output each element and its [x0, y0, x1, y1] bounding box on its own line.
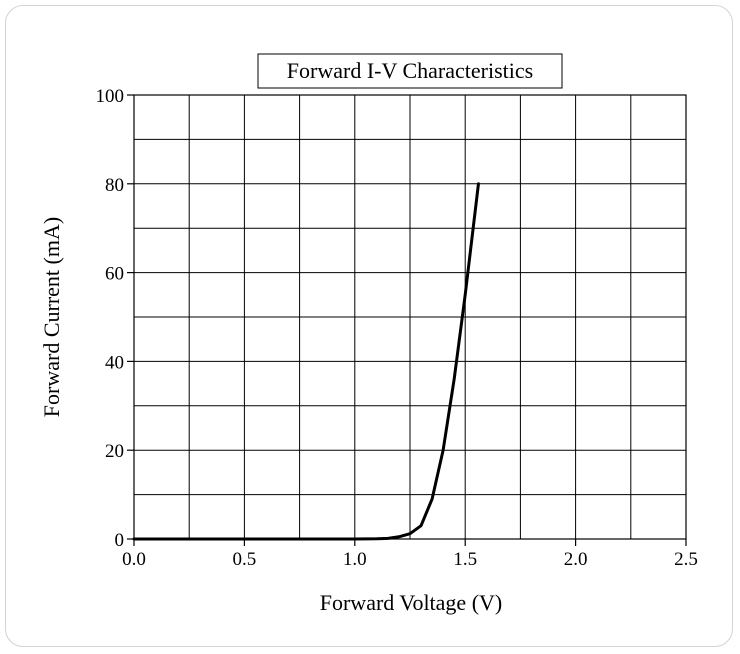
y-tick-label: 100	[96, 86, 125, 107]
series-line	[132, 182, 480, 541]
chart-title-box	[257, 53, 563, 89]
y-tick-label: 80	[105, 175, 124, 196]
chart-title: Forward I-V Characteristics	[287, 58, 533, 83]
x-axis-title: Forward Voltage (V)	[320, 590, 503, 615]
x-tick-label: 2.5	[674, 549, 698, 570]
x-tick-labels: 0.0 0.5 1.0 1.5 2.0 2.5	[122, 549, 698, 570]
y-axis-title: Forward Current (mA)	[39, 217, 64, 417]
x-tick-label: 0.5	[233, 549, 257, 570]
plot-area	[133, 94, 687, 540]
x-tick-label: 0.0	[122, 549, 146, 570]
y-tick-label: 0	[115, 530, 125, 551]
x-tick-label: 1.5	[453, 549, 477, 570]
y-tick-labels: 0 20 40 60 80 100	[96, 86, 125, 551]
x-tick-label: 2.0	[564, 549, 588, 570]
y-tick-label: 40	[105, 352, 124, 373]
y-tick-label: 20	[105, 441, 124, 462]
grid-lines	[134, 95, 686, 539]
x-tick-label: 1.0	[343, 549, 367, 570]
y-tick-label: 60	[105, 264, 124, 285]
axis-ticks	[127, 94, 687, 546]
